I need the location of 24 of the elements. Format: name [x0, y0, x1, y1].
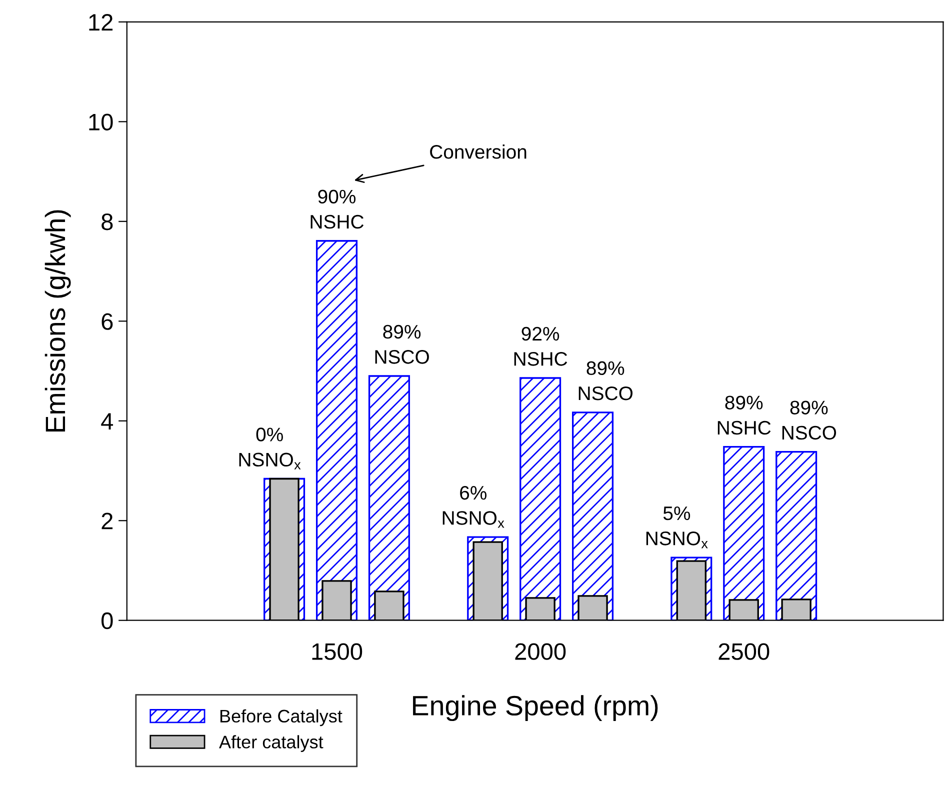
annotation: 89% NSHC — [718, 396, 771, 435]
annotation: 90% NSHC — [310, 190, 364, 229]
legend-label: Before Catalyst — [220, 709, 342, 726]
legend-label: After catalyst — [219, 735, 324, 752]
y-tick-label: 8 — [102, 213, 113, 230]
x-tick-label: 1500 — [312, 643, 362, 660]
y-tick-label: 6 — [102, 313, 113, 330]
y-tick-label: 2 — [102, 512, 113, 530]
x-tick-label: 2500 — [718, 643, 770, 660]
annotation: 0% NSNO$_{x}$ — [239, 428, 301, 470]
y-tick-label: 12 — [89, 14, 113, 30]
y-tick-label: 10 — [89, 114, 113, 130]
annotation: 92% NSHC — [514, 326, 568, 366]
y-tick-label: 0 — [101, 612, 113, 630]
annotation: 89% NSCO — [375, 324, 429, 364]
annotation: Conversion — [430, 144, 526, 159]
y-axis-title: Emissions (g/kwh) — [44, 210, 71, 432]
x-axis-title: Engine Speed (rpm) — [413, 695, 658, 722]
y-tick-label: 4 — [101, 413, 114, 430]
annotation: 89% NSCO — [578, 361, 633, 400]
annotation: 6% NSNO$_{x}$ — [442, 486, 504, 528]
annotation: 89% NSCO — [782, 400, 836, 440]
annotation: 5% NSNO$_{x}$ — [646, 506, 708, 548]
x-tick-label: 2000 — [515, 643, 566, 660]
